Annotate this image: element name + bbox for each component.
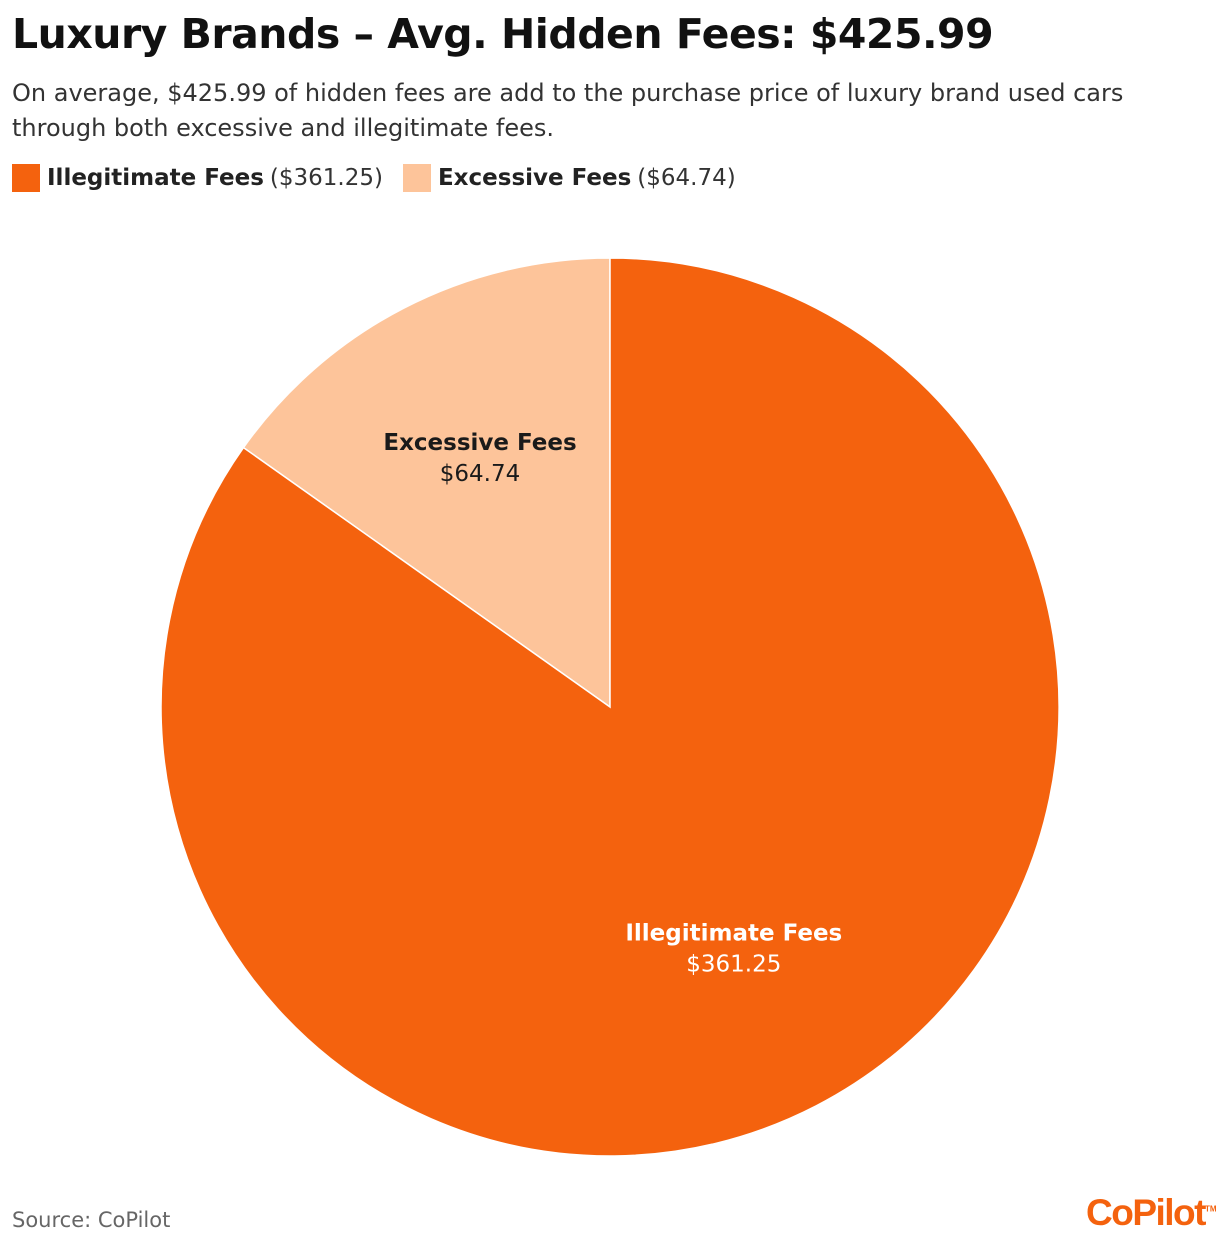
legend-label-excessive: Excessive Fees — [437, 165, 632, 191]
legend-item-illegitimate: Illegitimate Fees ($361.25) — [12, 164, 383, 192]
legend-item-excessive: Excessive Fees ($64.74) — [402, 164, 736, 192]
legend-value-illegitimate: ($361.25) — [269, 165, 383, 191]
logo-wordmark: CoPilot — [1086, 1192, 1206, 1233]
slice-label-excessive-fees: Excessive Fees — [383, 430, 576, 456]
pie-slice-excessive-fees — [242, 257, 611, 709]
copilot-logo: CoPilotTM — [1086, 1192, 1217, 1234]
slice-value-excessive-fees: $64.74 — [440, 461, 520, 487]
chart-title: Luxury Brands – Avg. Hidden Fees: $425.9… — [12, 10, 994, 58]
legend-swatch-illegitimate — [12, 164, 40, 192]
legend-value-excessive: ($64.74) — [637, 165, 736, 191]
legend-swatch-excessive — [402, 164, 431, 192]
pie-slice-illegitimate-fees — [160, 257, 1060, 1157]
legend: Illegitimate Fees ($361.25) Excessive Fe… — [12, 164, 756, 192]
source-note: Source: CoPilot — [12, 1208, 171, 1232]
legend-label-illegitimate: Illegitimate Fees — [47, 165, 264, 191]
chart-subtitle: On average, $425.99 of hidden fees are a… — [12, 79, 1124, 142]
slice-label-illegitimate-fees: Illegitimate Fees — [625, 920, 842, 946]
slice-value-illegitimate-fees: $361.25 — [686, 951, 781, 977]
logo-trademark: TM — [1204, 1204, 1217, 1214]
